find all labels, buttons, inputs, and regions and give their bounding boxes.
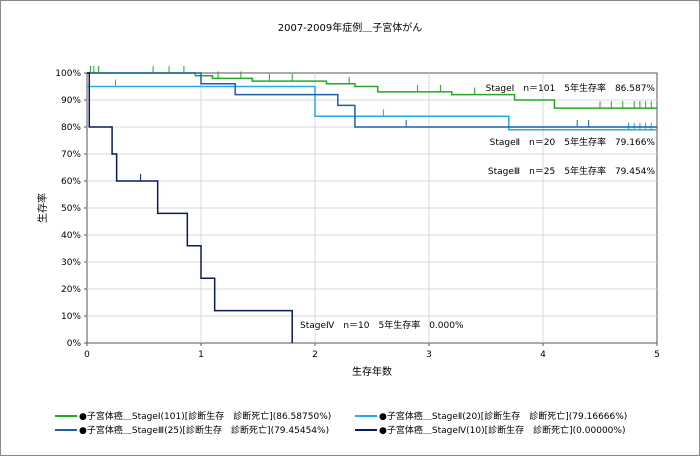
y-tick-label: 10% (61, 312, 81, 322)
y-tick-label: 0% (67, 339, 82, 349)
y-tick-label: 30% (61, 258, 81, 268)
x-tick-label: 5 (654, 350, 660, 360)
annotation-stage-1: StageⅠ n＝101 5年生存率 86.587% (486, 82, 656, 94)
x-tick-label: 2 (312, 350, 318, 360)
annotation-stage-4: StageⅣ n＝10 5年生存率 0.000% (300, 319, 464, 331)
x-tick-label: 3 (426, 350, 432, 360)
annotation-stage-2: StageⅡ n＝20 5年生存率 79.166% (490, 136, 656, 148)
y-tick-label: 20% (61, 285, 81, 295)
chart-title: 2007-2009年症例＿子宮体がん (277, 23, 423, 34)
y-tick-label: 90% (61, 96, 81, 106)
annotation-stage-3: StageⅢ n＝25 5年生存率 79.454% (488, 165, 656, 177)
series-line-stage-1 (87, 72, 657, 109)
y-tick-label: 80% (61, 123, 81, 133)
x-tick-label: 0 (84, 350, 90, 360)
x-axis: 0 1 2 3 4 5 (84, 343, 660, 360)
y-tick-label: 40% (61, 231, 81, 241)
series-group (87, 66, 657, 343)
series-line-stage-4 (87, 72, 293, 343)
annotations: StageⅠ n＝101 5年生存率 86.587% StageⅡ n＝20 5… (300, 82, 655, 331)
y-tick-label: 60% (61, 177, 81, 187)
y-axis: 0% 10% 20% 30% 40% 50% 60% 70% 80% 90% 100% (55, 69, 87, 349)
series-line-stage-3 (87, 72, 657, 128)
y-tick-label: 70% (61, 150, 81, 160)
x-tick-label: 4 (540, 350, 546, 360)
y-tick-label: 100% (55, 69, 81, 79)
x-tick-label: 1 (198, 350, 204, 360)
y-tick-label: 50% (61, 204, 81, 214)
y-axis-label: 生存率 (36, 193, 49, 223)
x-axis-label: 生存年数 (352, 365, 392, 378)
